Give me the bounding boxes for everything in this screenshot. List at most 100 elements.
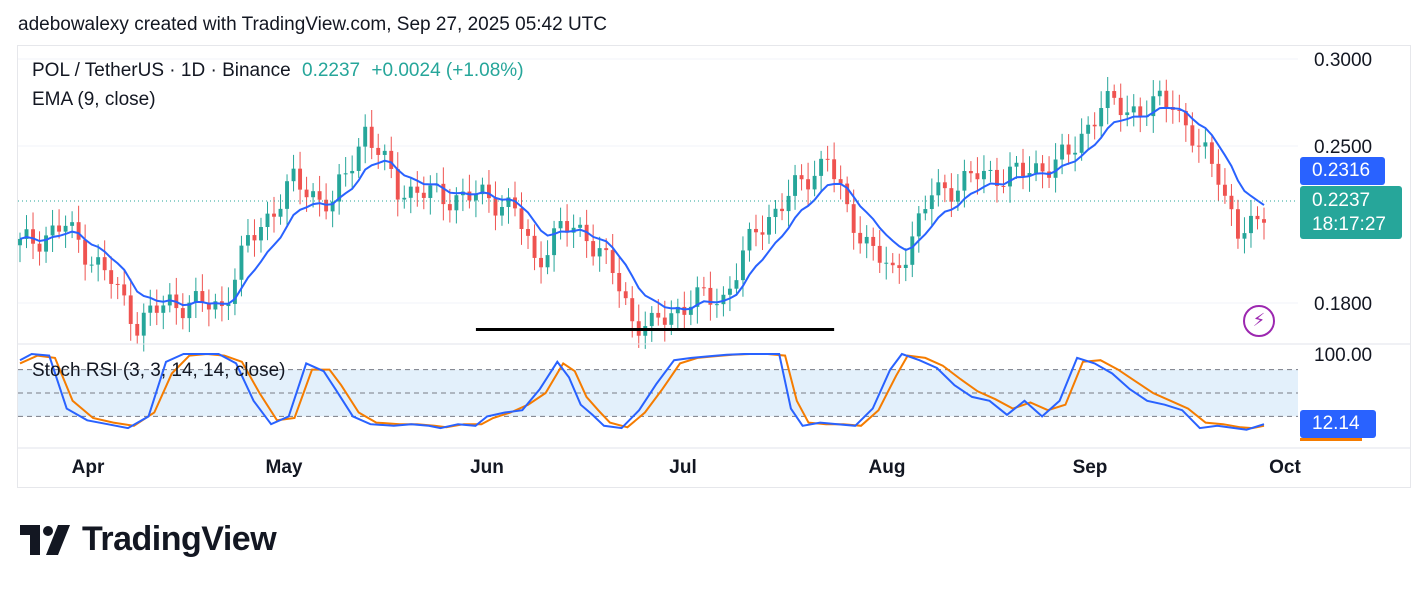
candle-body xyxy=(1209,142,1214,164)
last-price-tag: 0.2237 18:17:27 xyxy=(1300,186,1402,239)
candle-body xyxy=(180,308,185,319)
candle-body xyxy=(18,238,22,246)
candle-body xyxy=(851,204,856,233)
candle-body xyxy=(871,236,876,246)
candle-body xyxy=(819,158,824,176)
candle-body xyxy=(311,191,316,198)
candle-body xyxy=(578,224,583,228)
candle-body xyxy=(1092,124,1097,127)
candle-body xyxy=(382,150,387,155)
candle-body xyxy=(721,294,726,305)
candle-body xyxy=(1164,90,1169,107)
candle-body xyxy=(682,306,687,315)
candle-body xyxy=(695,287,700,307)
candle-body xyxy=(89,264,94,266)
candle-body xyxy=(773,208,778,218)
candle-body xyxy=(454,195,459,211)
ema-legend[interactable]: EMA (9, close) xyxy=(32,89,156,110)
candle-body xyxy=(701,287,706,289)
time-tick: May xyxy=(266,457,303,478)
candle-body xyxy=(649,312,654,327)
candle-body xyxy=(1125,112,1130,116)
candle-body xyxy=(1222,184,1227,196)
candle-body xyxy=(356,146,361,171)
candle-body xyxy=(1131,106,1136,113)
candle-body xyxy=(408,186,413,198)
candle-body xyxy=(1040,163,1045,172)
candle-body xyxy=(910,236,915,265)
time-tick: Oct xyxy=(1269,457,1301,478)
candle-body xyxy=(610,250,615,274)
candle-body xyxy=(897,265,902,268)
candle-body xyxy=(832,159,837,180)
candlestick-series xyxy=(18,76,1266,352)
time-tick: Sep xyxy=(1073,457,1108,478)
candle-body xyxy=(923,209,928,214)
candle-body xyxy=(1060,144,1065,160)
candle-body xyxy=(493,198,498,216)
candle-body xyxy=(949,188,954,202)
tradingview-wordmark: TradingView xyxy=(82,520,277,558)
candle-body xyxy=(845,183,850,205)
symbol-legend[interactable]: POL / TetherUS · 1D · Binance 0.2237 +0.… xyxy=(32,60,530,82)
candle-body xyxy=(786,195,791,212)
candle-body xyxy=(942,182,947,189)
candle-body xyxy=(1001,185,1006,187)
candle-body xyxy=(441,183,446,205)
candle-body xyxy=(37,243,42,252)
tradingview-logo[interactable]: TradingView xyxy=(20,520,277,559)
candle-body xyxy=(363,126,368,147)
candle-body xyxy=(1118,97,1123,116)
candle-body xyxy=(714,304,719,306)
price-axis[interactable]: 0.3000 0.2500 0.1800 100.00 xyxy=(1314,50,1372,366)
stoch-legend[interactable]: Stoch RSI (3, 3, 14, 14, close) xyxy=(32,360,286,381)
candle-body xyxy=(1027,173,1032,177)
candle-body xyxy=(473,194,478,201)
candle-body xyxy=(298,168,303,190)
candle-body xyxy=(343,173,348,175)
candle-body xyxy=(1249,215,1253,234)
candle-body xyxy=(552,228,557,256)
candle-body xyxy=(272,213,276,217)
candle-body xyxy=(506,197,511,207)
candle-body xyxy=(1262,219,1266,223)
candle-body xyxy=(31,229,35,244)
candle-body xyxy=(1105,91,1110,109)
alert-bolt-icon[interactable]: ⚡ xyxy=(1243,305,1275,337)
candle-body xyxy=(519,208,524,230)
symbol-name: POL / TetherUS · 1D · Binance xyxy=(32,60,291,81)
candle-body xyxy=(793,175,798,196)
candle-body xyxy=(337,174,342,202)
candle-body xyxy=(662,317,667,325)
candle-body xyxy=(122,284,127,296)
candle-body xyxy=(1034,163,1038,174)
candle-body xyxy=(285,181,289,209)
candle-body xyxy=(83,239,88,265)
candle-body xyxy=(754,228,758,233)
candle-body xyxy=(96,257,101,265)
price-tick: 0.1800 xyxy=(1314,294,1372,315)
candle-body xyxy=(1242,233,1247,239)
candle-body xyxy=(246,235,250,246)
candle-body xyxy=(1216,163,1221,185)
candle-body xyxy=(780,208,784,212)
candle-body xyxy=(57,225,62,232)
candle-body xyxy=(317,191,322,200)
candle-body xyxy=(1021,162,1025,177)
candle-body xyxy=(890,262,895,266)
candle-body xyxy=(109,270,114,284)
candle-body xyxy=(532,235,537,258)
candle-body xyxy=(500,206,504,216)
candle-body xyxy=(115,283,120,285)
candle-body xyxy=(70,222,75,226)
stoch-tick: 100.00 xyxy=(1314,345,1372,366)
candle-body xyxy=(838,179,843,184)
candle-body xyxy=(24,229,29,239)
chart-caption: adebowalexy created with TradingView.com… xyxy=(18,14,607,35)
candle-body xyxy=(1157,90,1162,97)
time-axis[interactable]: Apr May Jun Jul Aug Sep Oct xyxy=(72,457,1302,478)
candle-body xyxy=(1112,91,1117,98)
candle-body xyxy=(376,147,381,155)
candle-body xyxy=(447,204,452,211)
